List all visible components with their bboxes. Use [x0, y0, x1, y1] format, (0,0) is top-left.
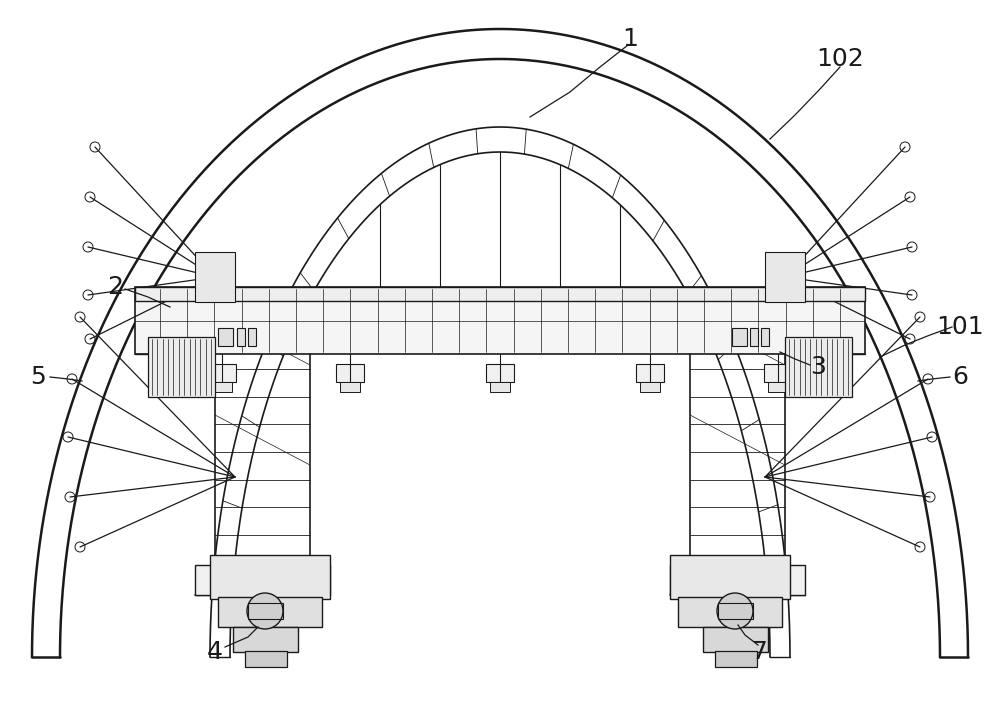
- Bar: [248, 603, 283, 619]
- Bar: [135, 287, 865, 301]
- Bar: [715, 651, 757, 667]
- Text: 101: 101: [936, 315, 984, 339]
- Text: 1: 1: [622, 27, 638, 51]
- Bar: [490, 382, 510, 392]
- Text: 2: 2: [107, 275, 123, 299]
- Text: 4: 4: [207, 640, 223, 664]
- Bar: [703, 627, 768, 652]
- Text: 102: 102: [816, 47, 864, 71]
- Bar: [340, 382, 360, 392]
- Bar: [135, 287, 865, 354]
- Bar: [636, 364, 664, 382]
- Bar: [208, 364, 236, 382]
- Text: 3: 3: [810, 355, 826, 379]
- Bar: [248, 328, 256, 346]
- Bar: [245, 651, 287, 667]
- Bar: [718, 603, 753, 619]
- Bar: [768, 382, 788, 392]
- Bar: [670, 565, 805, 595]
- Bar: [670, 555, 790, 599]
- Bar: [233, 627, 298, 652]
- Bar: [195, 565, 330, 595]
- Bar: [732, 328, 747, 346]
- Bar: [218, 328, 233, 346]
- Bar: [212, 382, 232, 392]
- Bar: [486, 364, 514, 382]
- Text: 6: 6: [952, 365, 968, 389]
- Text: 5: 5: [30, 365, 46, 389]
- Bar: [764, 364, 792, 382]
- Bar: [148, 337, 215, 397]
- Bar: [750, 328, 758, 346]
- Bar: [678, 597, 782, 627]
- Bar: [640, 382, 660, 392]
- Bar: [210, 555, 330, 599]
- Bar: [237, 328, 245, 346]
- Circle shape: [247, 593, 283, 629]
- Bar: [218, 597, 322, 627]
- Bar: [765, 252, 805, 302]
- Text: 7: 7: [752, 640, 768, 664]
- Bar: [761, 328, 769, 346]
- Bar: [336, 364, 364, 382]
- Circle shape: [717, 593, 753, 629]
- Bar: [195, 252, 235, 302]
- Bar: [785, 337, 852, 397]
